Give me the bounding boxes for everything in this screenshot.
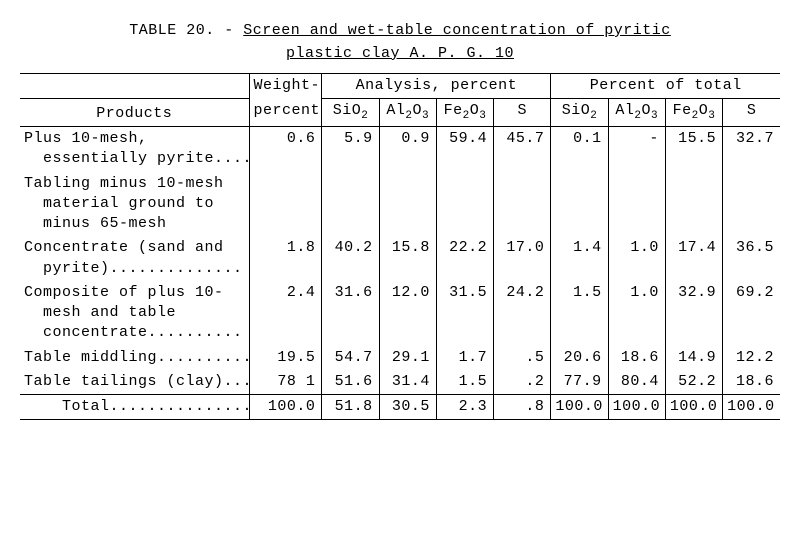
table-row: Tabling minus 10-mesh material ground to…	[20, 172, 780, 237]
cell-a4: 24.2	[494, 281, 551, 346]
header-sio2-p: SiO2	[551, 99, 608, 127]
caption-line1: Screen and wet-table concentration of py…	[243, 22, 671, 39]
cell-w: 1.8	[249, 236, 322, 281]
cell-p3: 17.4	[665, 236, 722, 281]
cell-p1: 1.5	[551, 281, 608, 346]
header-percent-group: Percent of total	[551, 74, 780, 99]
header-products: Products	[20, 99, 249, 127]
header-fe2o3: Fe2O3	[436, 99, 493, 127]
cell-w: 2.4	[249, 281, 322, 346]
cell-p4: 36.5	[723, 236, 780, 281]
cell-a2: 15.8	[379, 236, 436, 281]
cell-p3: 52.2	[665, 370, 722, 395]
cell-w: 19.5	[249, 346, 322, 370]
cell-p1: 1.4	[551, 236, 608, 281]
header-al2o3-p: Al2O3	[608, 99, 665, 127]
header-analysis-group: Analysis, percent	[322, 74, 551, 99]
header-al2o3: Al2O3	[379, 99, 436, 127]
cell-products: Table middling..........	[20, 346, 249, 370]
cell-a1: 40.2	[322, 236, 379, 281]
cell-p4: 12.2	[723, 346, 780, 370]
cell-a3: 22.2	[436, 236, 493, 281]
table-row: Composite of plus 10- mesh and table con…	[20, 281, 780, 346]
cell-p4: 32.7	[723, 127, 780, 172]
cell-p4: 18.6	[723, 370, 780, 395]
cell-products: Concentrate (sand and pyrite)...........…	[20, 236, 249, 281]
cell-p2: 1.0	[608, 236, 665, 281]
cell-a3: 59.4	[436, 127, 493, 172]
cell-w	[249, 172, 322, 237]
cell-products: Total...............	[20, 395, 249, 420]
cell-p1: 0.1	[551, 127, 608, 172]
cell-a2: 0.9	[379, 127, 436, 172]
table-row: Table tailings (clay)...78 151.631.41.5.…	[20, 370, 780, 395]
cell-a2: 31.4	[379, 370, 436, 395]
cell-a1: 54.7	[322, 346, 379, 370]
cell-p4: 100.0	[723, 395, 780, 420]
header-s: S	[494, 99, 551, 127]
cell-a3: 2.3	[436, 395, 493, 420]
cell-a4	[494, 172, 551, 237]
cell-products: Plus 10-mesh, essentially pyrite....	[20, 127, 249, 172]
cell-p4	[723, 172, 780, 237]
table-body: Plus 10-mesh, essentially pyrite....0.65…	[20, 127, 780, 420]
cell-a3	[436, 172, 493, 237]
table-row: Total...............100.051.830.52.3.810…	[20, 395, 780, 420]
cell-a4: 17.0	[494, 236, 551, 281]
cell-p2: 18.6	[608, 346, 665, 370]
cell-products: Table tailings (clay)...	[20, 370, 249, 395]
table-row: Plus 10-mesh, essentially pyrite....0.65…	[20, 127, 780, 172]
cell-a2	[379, 172, 436, 237]
cell-p1: 20.6	[551, 346, 608, 370]
cell-p3: 32.9	[665, 281, 722, 346]
cell-w: 78 1	[249, 370, 322, 395]
cell-a3: 1.7	[436, 346, 493, 370]
cell-w: 100.0	[249, 395, 322, 420]
table-row: Concentrate (sand and pyrite)...........…	[20, 236, 780, 281]
cell-p2: 80.4	[608, 370, 665, 395]
cell-a4: .2	[494, 370, 551, 395]
table-caption: TABLE 20. - Screen and wet-table concent…	[20, 20, 780, 65]
cell-p4: 69.2	[723, 281, 780, 346]
cell-a1: 5.9	[322, 127, 379, 172]
header-fe2o3-p: Fe2O3	[665, 99, 722, 127]
data-table: Weight- Analysis, percent Percent of tot…	[20, 73, 780, 420]
cell-a1: 51.8	[322, 395, 379, 420]
cell-a1: 51.6	[322, 370, 379, 395]
cell-a2: 29.1	[379, 346, 436, 370]
cell-products: Tabling minus 10-mesh material ground to…	[20, 172, 249, 237]
cell-a4: .5	[494, 346, 551, 370]
cell-p2	[608, 172, 665, 237]
cell-p3: 15.5	[665, 127, 722, 172]
header-weight-bottom: percent	[249, 99, 322, 127]
cell-p2: 1.0	[608, 281, 665, 346]
cell-a3: 31.5	[436, 281, 493, 346]
cell-w: 0.6	[249, 127, 322, 172]
header-s-p: S	[723, 99, 780, 127]
table-row: Table middling..........19.554.729.11.7.…	[20, 346, 780, 370]
cell-a1	[322, 172, 379, 237]
cell-p3: 100.0	[665, 395, 722, 420]
cell-products: Composite of plus 10- mesh and table con…	[20, 281, 249, 346]
cell-p1	[551, 172, 608, 237]
cell-a4: .8	[494, 395, 551, 420]
caption-prefix: TABLE 20. -	[129, 22, 243, 39]
cell-p1: 100.0	[551, 395, 608, 420]
cell-a4: 45.7	[494, 127, 551, 172]
cell-p3	[665, 172, 722, 237]
cell-p1: 77.9	[551, 370, 608, 395]
header-sio2: SiO2	[322, 99, 379, 127]
caption-line2: plastic clay A. P. G. 10	[286, 45, 514, 62]
cell-p2: 100.0	[608, 395, 665, 420]
cell-p3: 14.9	[665, 346, 722, 370]
cell-a3: 1.5	[436, 370, 493, 395]
cell-a2: 12.0	[379, 281, 436, 346]
cell-p2: -	[608, 127, 665, 172]
header-weight-top: Weight-	[249, 74, 322, 99]
cell-a2: 30.5	[379, 395, 436, 420]
cell-a1: 31.6	[322, 281, 379, 346]
